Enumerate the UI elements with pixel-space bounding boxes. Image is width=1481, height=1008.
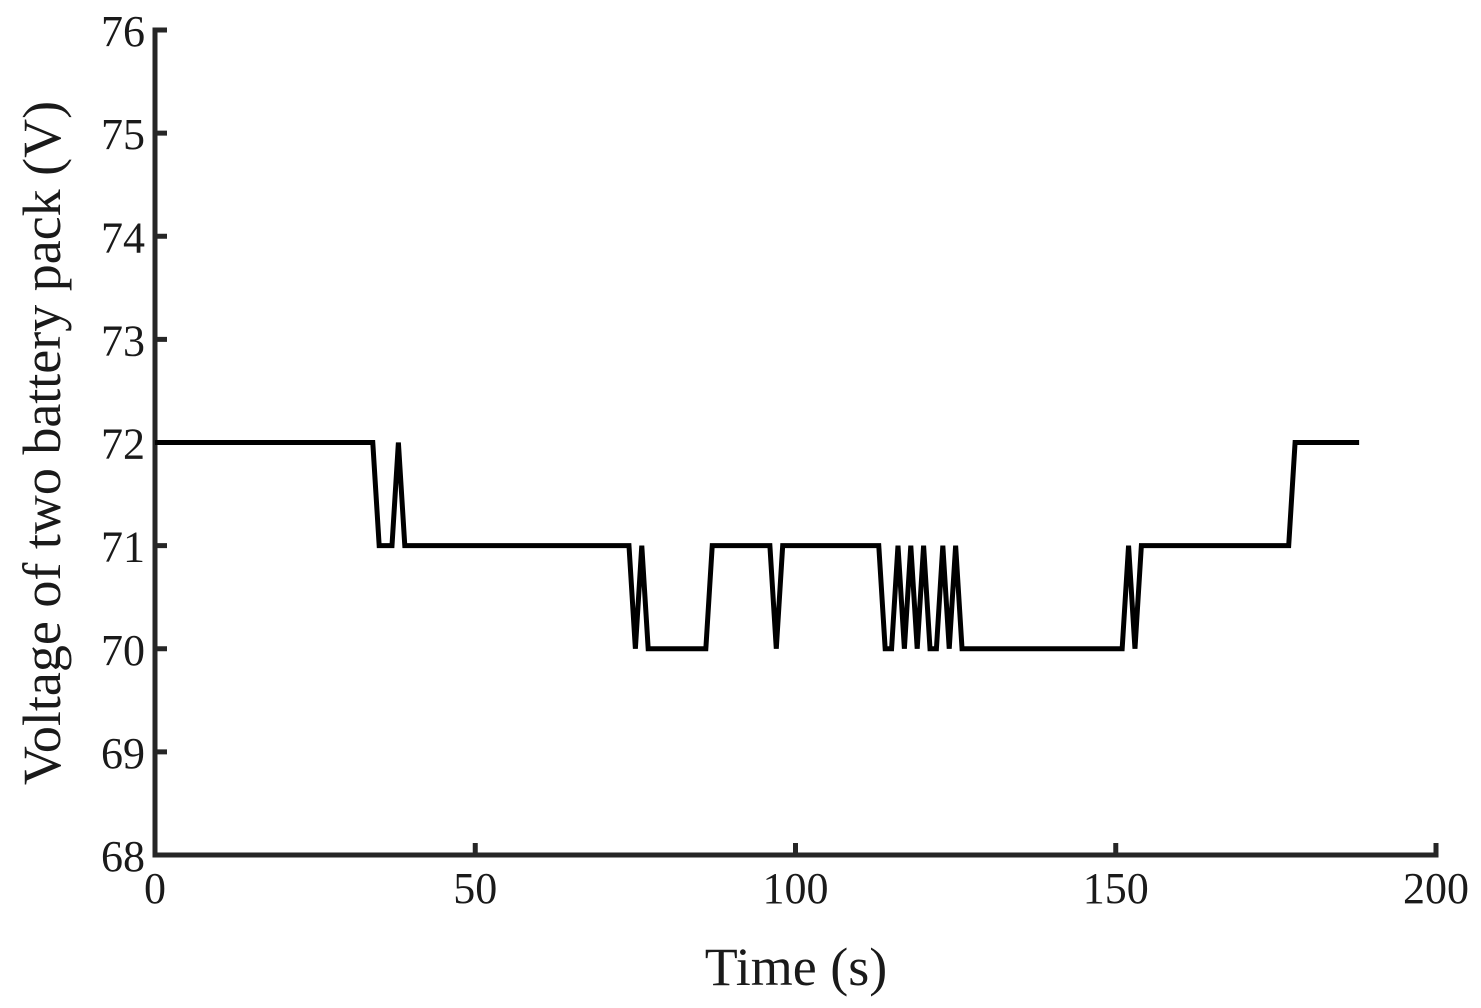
x-axis-label: Time (s): [705, 937, 888, 997]
y-tick-label: 75: [101, 110, 145, 159]
x-tick-label: 100: [763, 864, 829, 913]
y-tick-label: 73: [101, 316, 145, 365]
y-tick-label: 76: [101, 7, 145, 56]
x-axis: 0 50 100 150 200: [144, 843, 1469, 913]
y-tick-label: 74: [101, 213, 145, 262]
y-tick-label: 71: [101, 523, 145, 572]
y-axis: 68 69 70 71 72 73 74 75 76: [101, 7, 167, 881]
x-tick-label: 200: [1403, 864, 1469, 913]
x-tick-label: 0: [144, 864, 166, 913]
y-tick-label: 69: [101, 729, 145, 778]
y-tick-label: 72: [101, 420, 145, 469]
series-layer: [155, 440, 1360, 652]
x-tick-label: 50: [453, 864, 497, 913]
y-tick-label: 70: [101, 626, 145, 675]
x-tick-label: 150: [1083, 864, 1149, 913]
y-tick-label: 68: [101, 832, 145, 881]
series-line: [155, 440, 1360, 652]
y-axis-label: Voltage of two battery pack (V): [12, 101, 72, 785]
